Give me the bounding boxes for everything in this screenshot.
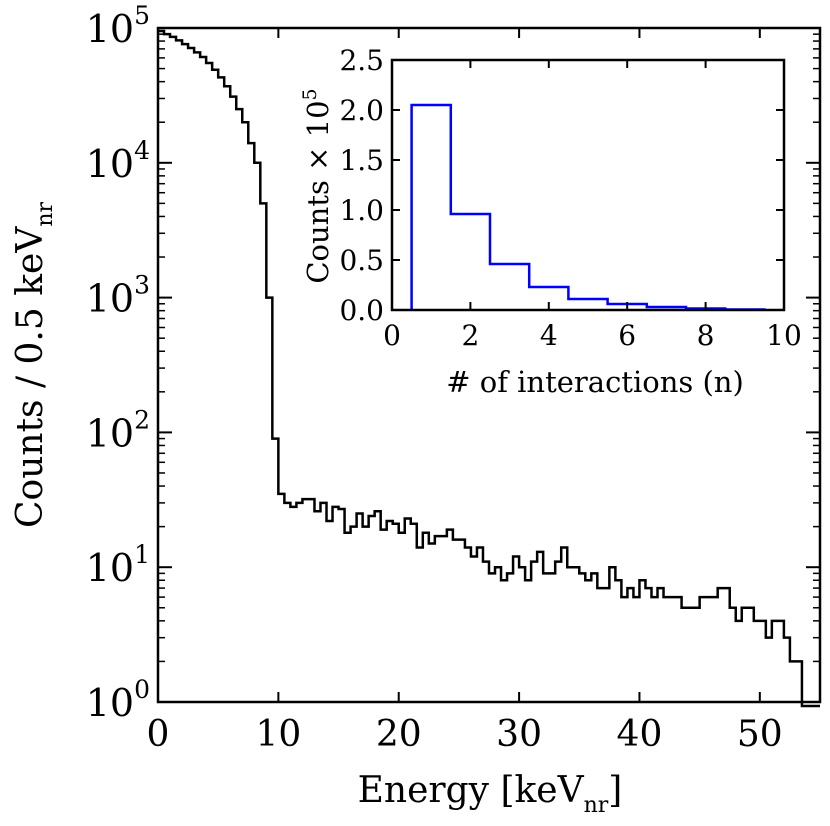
inset-plot: 0 2 4 6 8 10 0.0 0.5 1.0 1.5 2.0 2.5 # of interact…	[299, 44, 802, 399]
main-y-tick-label: 100	[86, 675, 150, 725]
main-y-tick-exp: 4	[134, 136, 150, 165]
inset-background	[392, 60, 784, 310]
inset-y-axis-label: Counts × 105	[299, 88, 335, 283]
main-x-tick-label: 30	[496, 714, 542, 755]
inset-x-tick-label: 8	[697, 319, 715, 352]
main-y-tick-exp: 2	[134, 405, 150, 434]
inset-x-ticks: 0 2 4 6 8 10	[383, 60, 802, 352]
inset-y-ticks: 0.0 0.5 1.0 1.5 2.0 2.5	[339, 44, 784, 327]
main-y-tick-exp: 1	[134, 540, 150, 569]
main-y-tick-label: 103	[86, 271, 150, 321]
inset-y-tick-label: 2.5	[339, 44, 384, 77]
inset-y-tick-label: 1.0	[339, 194, 384, 227]
main-y-tick-base: 10	[86, 411, 134, 455]
main-y-tick-exp: 3	[134, 271, 150, 300]
inset-x-tick-label: 10	[766, 319, 802, 352]
main-y-tick-base: 10	[86, 7, 134, 51]
main-axes-frame	[156, 26, 822, 704]
main-x-tick-label: 0	[147, 714, 170, 755]
main-x-axis-label: Energy [keVnr]	[358, 770, 623, 818]
main-y-tick-label: 102	[86, 405, 150, 455]
main-y-tick-base: 10	[86, 277, 134, 321]
main-x-tick-label: 40	[617, 714, 663, 755]
main-y-tick-label: 101	[86, 540, 150, 590]
inset-x-tick-label: 4	[540, 319, 558, 352]
main-histogram-line	[158, 29, 820, 708]
main-y-tick-label: 104	[86, 136, 150, 186]
main-x-tick-label: 50	[737, 714, 783, 755]
main-y-axis-label: Counts / 0.5 keVnr	[10, 201, 58, 528]
main-x-tick-label: 20	[376, 714, 422, 755]
inset-x-tick-label: 2	[461, 319, 479, 352]
main-y-tick-exp: 5	[134, 1, 150, 30]
main-y-tick-exp: 0	[134, 675, 150, 704]
inset-y-tick-label: 2.0	[339, 94, 384, 127]
inset-y-tick-label: 1.5	[339, 144, 384, 177]
inset-histogram-line	[410, 103, 766, 311]
main-y-tick-base: 10	[86, 681, 134, 725]
inset-x-axis-label: # of interactions (n)	[446, 365, 744, 399]
inset-x-tick-label: 0	[383, 319, 401, 352]
main-y-tick-base: 10	[86, 142, 134, 186]
main-y-tick-base: 10	[86, 546, 134, 590]
inset-y-tick-label: 0.5	[339, 244, 384, 277]
main-x-ticks: 0 10 20 30 40 50	[147, 28, 783, 755]
main-y-tick-label: 105	[86, 1, 150, 51]
main-x-tick-label: 10	[255, 714, 301, 755]
inset-y-tick-label: 0.0	[339, 294, 384, 327]
inset-x-tick-label: 6	[618, 319, 636, 352]
inset-axes-frame	[390, 58, 786, 312]
